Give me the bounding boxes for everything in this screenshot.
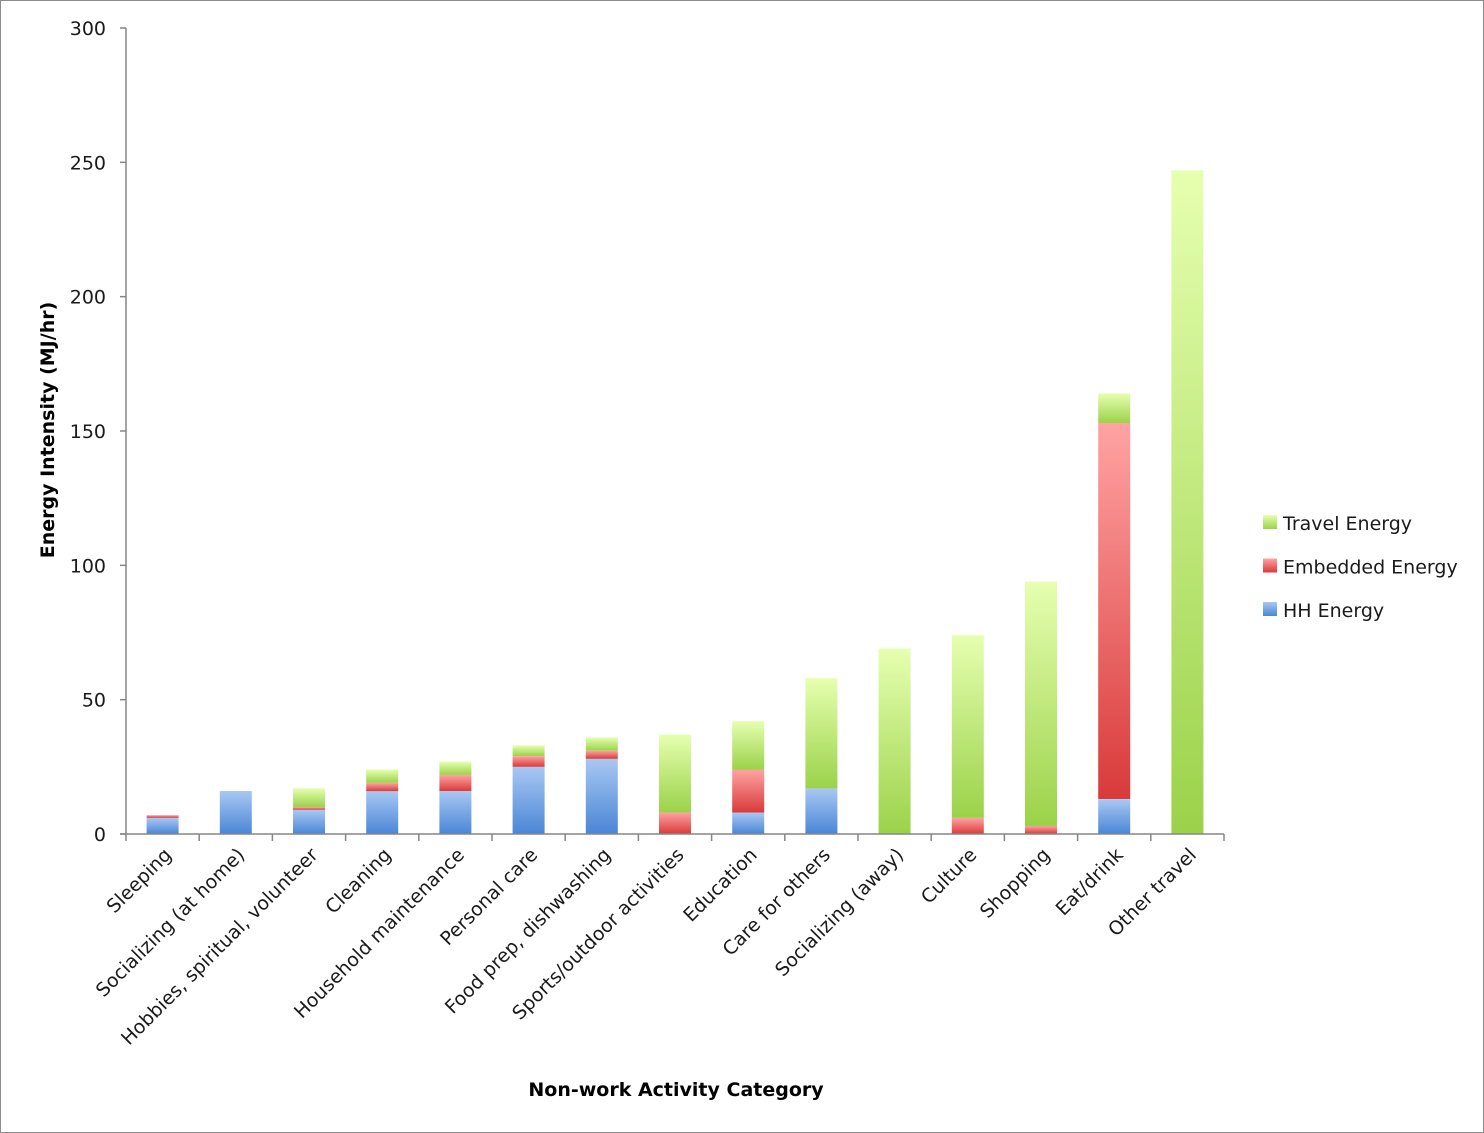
bar-culture-embedded-energy (951, 817, 984, 834)
bar-eat-drink-hh-energy (1098, 799, 1131, 834)
y-tick-labels: 0 50 100 150 200 250 300 (70, 18, 106, 846)
bar-other-travel-travel-energy (1171, 170, 1204, 834)
bar-hobbies-spiritual-volunteer-travel-energy (293, 788, 325, 808)
bar-socializing-at-home-hh-energy (219, 791, 252, 834)
bar-food-prep-dishwashing-hh-energy (585, 758, 618, 834)
x-category-label: Sleeping (102, 844, 176, 918)
x-category-label: Shopping (976, 844, 1055, 923)
x-category-label: Socializing (away) (771, 844, 908, 981)
legend-label-travel-energy: Travel Energy (1282, 513, 1412, 535)
bar-cleaning-embedded-energy (366, 783, 399, 792)
bar-cleaning-hh-energy (366, 791, 399, 834)
x-axis-title: Non-work Activity Category (528, 1079, 824, 1101)
x-category-label: Cleaning (321, 844, 395, 918)
legend-label-hh-energy: HH Energy (1283, 600, 1384, 622)
bar-household-maintenance-hh-energy (439, 791, 472, 834)
bar-cleaning-travel-energy (366, 769, 399, 783)
y-tick-label: 300 (70, 18, 106, 40)
bar-household-maintenance-travel-energy (439, 761, 472, 775)
bar-personal-care-travel-energy (512, 745, 545, 756)
bar-socializing-away-travel-energy (878, 648, 911, 834)
y-tick-label: 0 (94, 824, 106, 846)
bar-household-maintenance-embedded-energy (439, 774, 472, 791)
x-category-label: Socializing (at home) (92, 844, 250, 1002)
y-tick-label: 100 (70, 555, 106, 577)
y-axis-title: Energy Intensity (MJ/hr) (37, 302, 59, 559)
bar-education-travel-energy (732, 721, 765, 770)
bar-shopping-travel-energy (1025, 581, 1057, 826)
legend-swatch-hh-energy (1263, 602, 1277, 616)
y-tick-label: 150 (70, 421, 106, 443)
bar-hobbies-spiritual-volunteer-embedded-energy (293, 807, 325, 810)
bar-hobbies-spiritual-volunteer-hh-energy (293, 809, 325, 834)
bars-layer (146, 170, 1204, 834)
axes-layer (120, 27, 1225, 841)
bar-shopping-embedded-energy (1025, 825, 1057, 834)
x-category-label: Eat/drink (1052, 844, 1128, 920)
bar-education-embedded-energy (732, 769, 765, 813)
legend-swatch-embedded-energy (1263, 558, 1277, 573)
y-tick-label: 200 (70, 287, 106, 309)
bar-sports-outdoor-activities-travel-energy (659, 734, 691, 813)
y-tick-label: 50 (82, 690, 106, 712)
legend-swatch-travel-energy (1263, 515, 1277, 529)
bar-care-for-others-hh-energy (805, 788, 838, 834)
bar-sports-outdoor-activities-embedded-energy (659, 812, 691, 834)
bar-sleeping-embedded-energy (146, 815, 179, 818)
legend: Travel Energy Embedded Energy HH Energy (1263, 513, 1458, 622)
bar-eat-drink-travel-energy (1098, 393, 1131, 423)
bar-personal-care-hh-energy (512, 766, 545, 834)
bar-culture-travel-energy (951, 635, 984, 818)
y-tick-label: 250 (70, 152, 106, 174)
bar-personal-care-embedded-energy (512, 756, 545, 767)
bar-food-prep-dishwashing-travel-energy (585, 737, 618, 751)
x-category-label: Culture (917, 844, 981, 908)
bar-care-for-others-travel-energy (805, 678, 838, 789)
bar-education-hh-energy (732, 812, 765, 834)
bar-food-prep-dishwashing-embedded-energy (585, 750, 618, 759)
bar-eat-drink-embedded-energy (1098, 422, 1131, 799)
legend-label-embedded-energy: Embedded Energy (1283, 557, 1458, 579)
bar-sleeping-hh-energy (146, 817, 179, 834)
